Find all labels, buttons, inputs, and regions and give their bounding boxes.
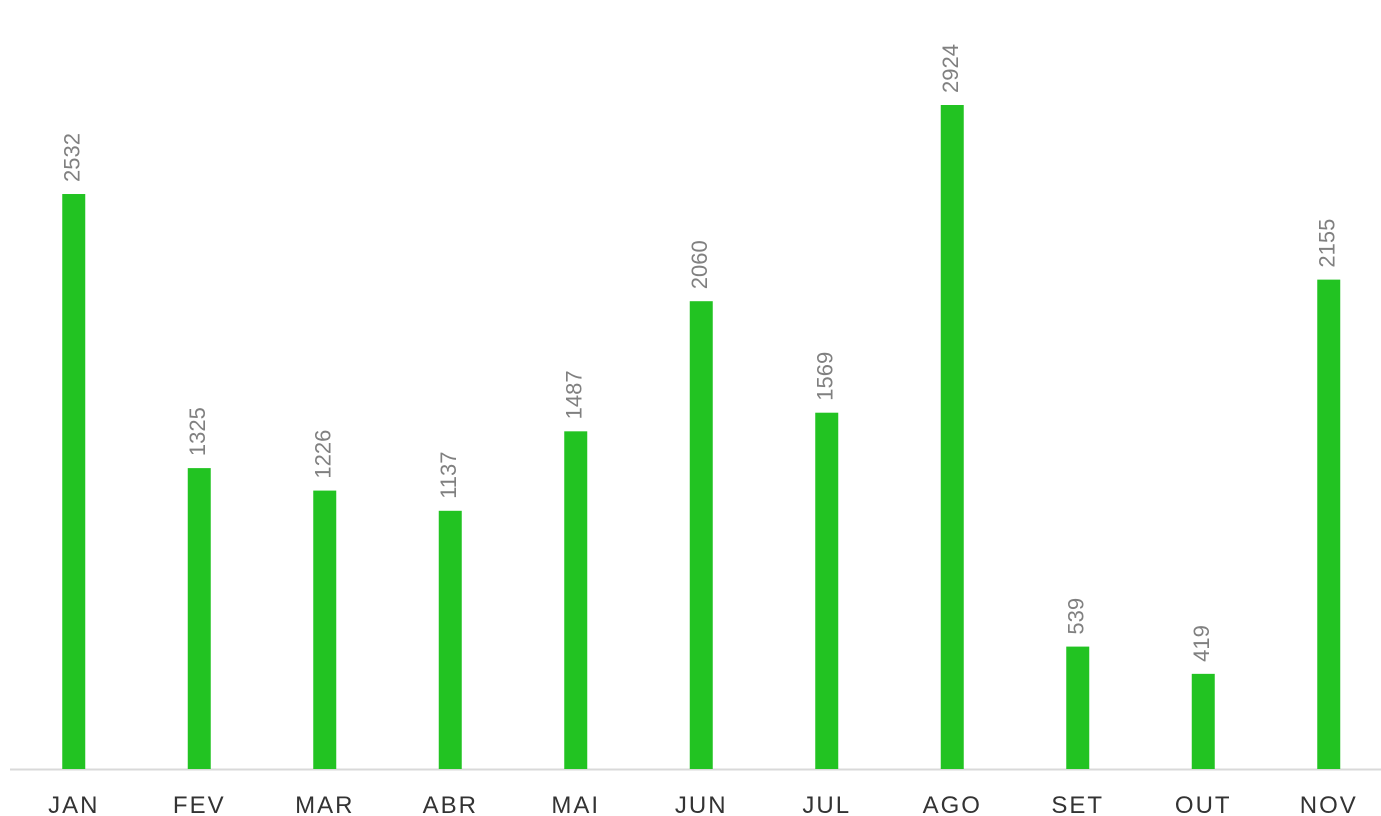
value-label: 2060 — [687, 240, 712, 289]
x-tick-label: SET — [1051, 792, 1104, 816]
x-tick-label: AGO — [923, 792, 982, 816]
x-tick-label: FEV — [173, 792, 226, 816]
bar — [1066, 646, 1090, 769]
x-tick-label: MAI — [551, 792, 600, 816]
x-tick-label: JAN — [48, 792, 99, 816]
value-label: 2924 — [938, 44, 963, 93]
bar — [940, 105, 964, 769]
bar — [1317, 279, 1341, 769]
value-label: 1487 — [562, 370, 587, 419]
x-tick-label: OUT — [1175, 792, 1232, 816]
bar — [62, 194, 86, 770]
bar — [1191, 673, 1215, 769]
value-label: 539 — [1064, 598, 1089, 635]
value-label: 1325 — [185, 407, 210, 456]
value-label: 1226 — [311, 430, 336, 479]
value-label: 1569 — [813, 352, 838, 401]
x-tick-label: JUN — [675, 792, 728, 816]
bar — [564, 431, 588, 769]
value-label: 419 — [1189, 625, 1214, 662]
x-tick-label: ABR — [423, 792, 478, 816]
x-tick-label: JUL — [802, 792, 851, 816]
bar — [438, 510, 462, 769]
bar — [313, 490, 337, 769]
value-label: 2532 — [60, 133, 85, 182]
x-tick-label: MAR — [295, 792, 354, 816]
x-tick-label: NOV — [1300, 792, 1358, 816]
bar — [815, 412, 839, 769]
value-label: 2155 — [1315, 219, 1340, 268]
value-label: 1137 — [436, 451, 461, 498]
bar — [689, 301, 713, 769]
bar — [187, 468, 211, 769]
